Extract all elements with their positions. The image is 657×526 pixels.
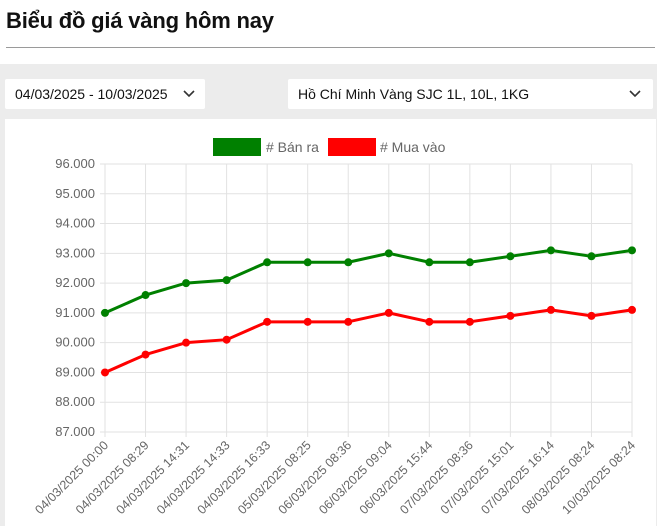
x-tick-label: 08/03/2025 08:24: [519, 438, 598, 517]
chevron-down-icon: [183, 90, 195, 98]
y-tick-label: 94.000: [55, 216, 95, 231]
data-point: [628, 305, 636, 314]
y-tick-label: 90.000: [55, 335, 95, 350]
chart-panel: 96.000 95.000 94.000 93.000 92.000 91.000 90.0…: [5, 119, 656, 526]
x-tick-label: 04/03/2025 00:00: [32, 438, 111, 517]
data-point: [101, 308, 109, 317]
data-point: [506, 311, 515, 320]
y-tick-label: 91.000: [55, 305, 95, 320]
chevron-down-icon: [629, 90, 641, 98]
data-point: [222, 335, 231, 344]
data-point: [303, 317, 312, 326]
x-tick-label: 04/03/2025 16:33: [195, 438, 274, 517]
data-point: [628, 246, 636, 255]
data-point: [101, 368, 109, 377]
legend-label: # Mua vào: [380, 139, 446, 155]
x-tick-label: 07/03/2025 08:36: [397, 438, 476, 517]
x-tick-label: 07/03/2025 16:14: [478, 438, 557, 517]
date-range-value: 04/03/2025 - 10/03/2025: [15, 86, 168, 102]
data-point: [546, 305, 555, 314]
legend-swatch: [213, 138, 261, 156]
page-header: Biểu đồ giá vàng hôm nay: [0, 0, 657, 64]
x-tick-label: 07/03/2025 15:01: [438, 438, 517, 517]
data-point: [587, 311, 596, 320]
y-tick-label: 92.000: [55, 275, 95, 290]
y-tick-label: 88.000: [55, 394, 95, 409]
data-point: [344, 258, 353, 267]
y-tick-label: 95.000: [55, 186, 95, 201]
series-line-ban-ra: [104, 248, 633, 315]
series-line-mua-vao: [104, 308, 633, 374]
data-point: [263, 317, 272, 326]
x-tick-label: 06/03/2025 09:04: [316, 438, 395, 517]
data-point: [182, 279, 191, 288]
data-point: [222, 276, 231, 285]
data-point: [465, 317, 474, 326]
data-point: [263, 258, 272, 267]
legend-label: # Bán ra: [266, 139, 319, 155]
x-tick-label: 06/03/2025 08:36: [276, 438, 355, 517]
x-tick-label: 04/03/2025 14:31: [113, 438, 192, 517]
page-title: Biểu đồ giá vàng hôm nay: [6, 8, 274, 33]
x-tick-label: 04/03/2025 08:29: [73, 438, 152, 517]
date-range-select[interactable]: 04/03/2025 - 10/03/2025: [5, 79, 205, 109]
header-divider: [6, 47, 655, 48]
x-tick-label: 10/03/2025 08:24: [559, 438, 638, 517]
product-value: Hồ Chí Minh Vàng SJC 1L, 10L, 1KG: [298, 86, 530, 102]
product-select[interactable]: Hồ Chí Minh Vàng SJC 1L, 10L, 1KG: [288, 79, 653, 109]
y-tick-label: 96.000: [55, 156, 95, 171]
data-point: [587, 252, 596, 261]
data-point: [506, 252, 515, 261]
data-point: [141, 291, 150, 300]
data-point: [344, 317, 353, 326]
legend-swatch: [328, 138, 376, 156]
x-tick-label: 05/03/2025 08:25: [235, 438, 314, 517]
data-point: [465, 258, 474, 267]
data-point: [384, 249, 393, 258]
data-point: [546, 246, 555, 255]
price-line-chart: 96.000 95.000 94.000 93.000 92.000 91.000 90.0…: [32, 138, 638, 517]
data-point: [425, 317, 434, 326]
x-tick-label: 06/03/2025 15:44: [357, 438, 436, 517]
y-tick-label: 93.000: [55, 245, 95, 260]
data-point: [182, 338, 191, 347]
x-tick-label: 04/03/2025 14:33: [154, 438, 233, 517]
data-point: [425, 258, 434, 267]
data-point: [303, 258, 312, 267]
data-point: [141, 350, 150, 359]
data-point: [384, 308, 393, 317]
y-tick-label: 89.000: [55, 364, 95, 379]
y-tick-label: 87.000: [55, 424, 95, 439]
